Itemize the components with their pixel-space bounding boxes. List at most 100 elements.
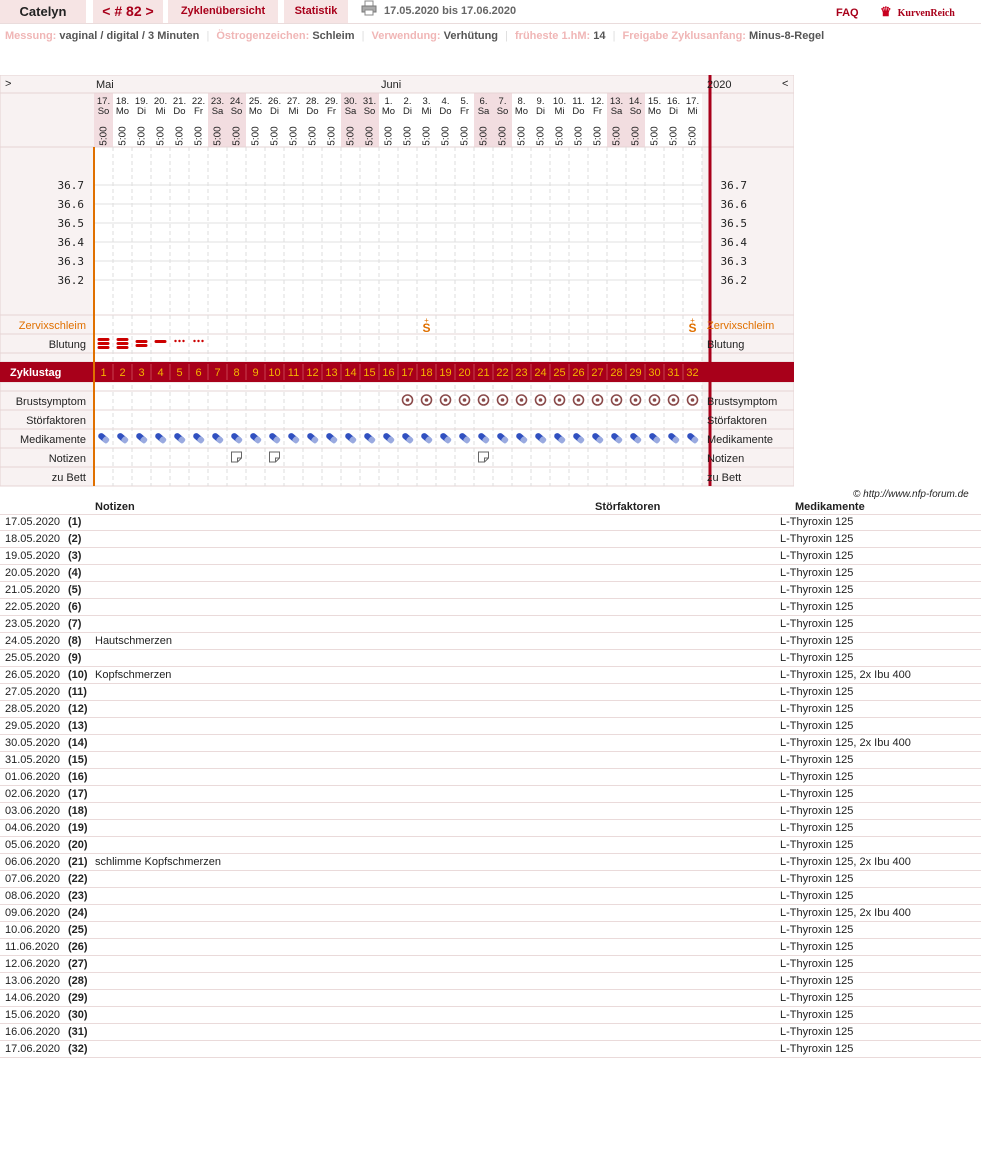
row-date: 29.05.2020 <box>5 720 61 732</box>
table-row: 09.06.2020 (24) L-Thyroxin 125, 2x Ibu 400 <box>0 905 981 922</box>
bleeding-heavy-mark <box>97 338 110 341</box>
cycle-day-number: 10 <box>268 367 280 379</box>
prev-cycle-button[interactable]: < <box>102 3 111 19</box>
table-row: 26.05.2020 (10) Kopfschmerzen L-Thyroxin 12… <box>0 667 981 684</box>
row-medication: L-Thyroxin 125 <box>780 873 854 885</box>
note-icon[interactable] <box>231 451 242 463</box>
breast-symptom-icon-dot <box>462 398 467 402</box>
day-date: 4. <box>442 96 450 107</box>
row-date: 04.06.2020 <box>5 822 61 834</box>
temperature-label-left: 36.7 <box>58 179 85 192</box>
pill-icon-half <box>558 436 566 444</box>
row-medication: L-Thyroxin 125 <box>780 839 854 851</box>
table-row: 01.06.2020 (16) L-Thyroxin 125 <box>0 769 981 786</box>
temperature-label-right: 36.6 <box>721 198 748 211</box>
printer-icon[interactable] <box>360 0 378 23</box>
day-date: 8. <box>518 96 526 107</box>
day-date: 17. <box>97 96 110 107</box>
row-date: 02.06.2020 <box>5 788 61 800</box>
row-date: 17.05.2020 <box>5 516 61 528</box>
scroll-right-button[interactable]: < <box>782 78 788 90</box>
pill-icon-half <box>463 436 471 444</box>
cycle-day-number: 11 <box>288 367 299 379</box>
measure-time: 5:00 <box>555 126 566 146</box>
row-cycle-day: (8) <box>68 635 82 647</box>
measure-time: 5:00 <box>137 126 148 146</box>
table-row: 11.06.2020 (26) L-Thyroxin 125 <box>0 939 981 956</box>
table-row: 07.06.2020 (22) L-Thyroxin 125 <box>0 871 981 888</box>
measure-time: 5:00 <box>346 126 357 146</box>
cycle-day-number: 24 <box>534 367 546 379</box>
temperature-label-left: 36.4 <box>58 236 85 249</box>
table-row: 16.06.2020 (31) L-Thyroxin 125 <box>0 1024 981 1041</box>
day-date: 16. <box>667 96 680 107</box>
day-weekday: Do <box>173 106 185 117</box>
row-medication: L-Thyroxin 125 <box>780 635 854 647</box>
estrogen-value: Schleim <box>312 30 355 42</box>
pill-icon-half <box>216 436 224 444</box>
faq-link[interactable]: FAQ <box>836 7 859 19</box>
note-icon[interactable] <box>478 451 489 463</box>
row-date: 06.06.2020 <box>5 856 61 868</box>
note-icon-fold <box>484 457 489 462</box>
row-date: 26.05.2020 <box>5 669 61 681</box>
cycle-day-number: 9 <box>252 367 258 379</box>
day-weekday: So <box>630 106 642 117</box>
table-row: 27.05.2020 (11) L-Thyroxin 125 <box>0 684 981 701</box>
row-date: 13.06.2020 <box>5 975 61 987</box>
row-medication: L-Thyroxin 125 <box>780 584 854 596</box>
row-medication: L-Thyroxin 125, 2x Ibu 400 <box>780 856 911 868</box>
pill-icon-half <box>178 436 186 444</box>
cycle-day-number: 15 <box>363 367 375 379</box>
notes-label-right: Notizen <box>707 453 744 465</box>
day-date: 2. <box>404 96 412 107</box>
measure-time: 5:00 <box>308 126 319 146</box>
row-medication: L-Thyroxin 125, 2x Ibu 400 <box>780 737 911 749</box>
measure-time: 5:00 <box>384 126 395 146</box>
logo[interactable]: ♛ KurvenReich <box>880 0 955 23</box>
row-medication: L-Thyroxin 125 <box>780 992 854 1004</box>
bleeding-heavy-mark <box>116 338 129 341</box>
temperature-label-right: 36.5 <box>721 217 748 230</box>
row-medication: L-Thyroxin 125 <box>780 720 854 732</box>
day-date: 18. <box>116 96 129 107</box>
weekend-shade <box>626 93 645 147</box>
pill-icon-half <box>520 436 528 444</box>
cervix-mucus-mark[interactable]: S <box>688 321 696 335</box>
row-medication: L-Thyroxin 125 <box>780 601 854 613</box>
day-weekday: So <box>497 106 509 117</box>
scroll-left-button[interactable]: > <box>5 78 11 90</box>
row-date: 21.05.2020 <box>5 584 61 596</box>
cervix-label-left: Zervixschleim <box>19 320 86 332</box>
pill-icon-half <box>368 436 376 444</box>
row-cycle-day: (19) <box>68 822 88 834</box>
row-date: 24.05.2020 <box>5 635 61 647</box>
spotting-mark <box>182 339 185 343</box>
next-cycle-button[interactable]: > <box>145 3 154 19</box>
cycle-overview-tab[interactable]: Zyklenübersicht <box>168 0 278 23</box>
row-date: 19.05.2020 <box>5 550 61 562</box>
top-bar: Catelyn < # 82 > Zyklenübersicht Statist… <box>0 0 981 24</box>
row-cycle-day: (18) <box>68 805 88 817</box>
measure-time: 5:00 <box>593 126 604 146</box>
cycle-number: # 82 <box>114 3 142 19</box>
day-date: 6. <box>480 96 488 107</box>
day-weekday: Di <box>536 106 545 117</box>
row-medication: L-Thyroxin 125 <box>780 516 854 528</box>
measure-time: 5:00 <box>479 126 490 146</box>
breast-symptom-icon-dot <box>576 398 581 402</box>
day-date: 25. <box>249 96 262 107</box>
pill-icon-half <box>482 436 490 444</box>
measure-time: 5:00 <box>688 126 699 146</box>
logo-text: KurvenReich <box>897 8 955 19</box>
pill-icon-half <box>444 436 452 444</box>
cervix-mucus-mark[interactable]: S <box>422 321 430 335</box>
cycle-day-number: 12 <box>306 367 318 379</box>
day-date: 30. <box>344 96 357 107</box>
day-date: 15. <box>648 96 661 107</box>
disturbance-label-left: Störfaktoren <box>26 415 86 427</box>
row-medication: L-Thyroxin 125 <box>780 788 854 800</box>
note-icon[interactable] <box>269 451 280 463</box>
statistics-tab[interactable]: Statistik <box>284 0 348 23</box>
day-date: 31. <box>363 96 376 107</box>
